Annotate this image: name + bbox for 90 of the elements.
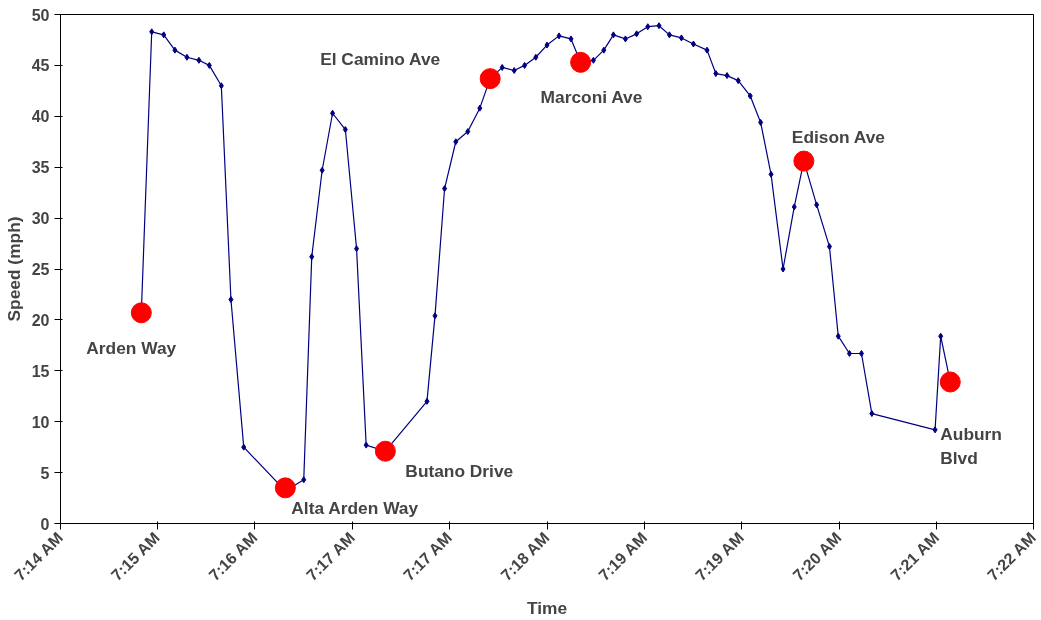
y-tick-label: 20 <box>31 311 50 329</box>
point <box>274 477 296 499</box>
point <box>645 23 651 31</box>
point <box>610 31 616 39</box>
point <box>622 35 628 43</box>
point <box>768 170 774 178</box>
y-tick-label: 0 <box>40 515 50 533</box>
point <box>826 243 832 251</box>
point <box>241 443 247 451</box>
point <box>479 68 501 90</box>
y-tick-label: 10 <box>31 413 50 431</box>
point <box>869 410 875 418</box>
point <box>735 77 741 85</box>
point <box>424 397 430 405</box>
point <box>938 332 944 340</box>
point <box>590 56 596 64</box>
point <box>522 61 528 69</box>
point <box>601 46 607 54</box>
point <box>704 46 710 54</box>
point <box>130 302 152 324</box>
point <box>465 128 471 136</box>
annotation: Edison Ave <box>791 127 886 148</box>
point <box>442 185 448 193</box>
point <box>363 441 369 449</box>
point <box>301 476 307 484</box>
point <box>161 31 167 39</box>
point <box>206 61 212 69</box>
y-tick-label: 25 <box>31 261 50 278</box>
point <box>342 126 348 134</box>
point <box>568 35 574 43</box>
y-tick-label: 5 <box>40 464 50 482</box>
annotation: El Camino Ave <box>320 48 441 69</box>
point <box>172 46 178 54</box>
point <box>690 40 696 48</box>
point <box>846 349 852 357</box>
point <box>319 166 325 174</box>
y-tick-label: 35 <box>31 159 50 177</box>
x-tick-label: 7:19 AM <box>595 528 651 584</box>
y-tick-label: 30 <box>31 210 50 228</box>
point <box>570 51 592 73</box>
annotation: Auburn Blvd <box>940 424 1002 468</box>
point <box>724 72 730 80</box>
y-tick-label: 50 <box>31 6 50 24</box>
point <box>793 150 815 172</box>
point <box>354 245 360 253</box>
point <box>309 253 315 261</box>
x-tick-label: 7:19 AM <box>692 528 748 584</box>
point <box>499 63 505 71</box>
point <box>780 265 786 273</box>
x-tick-label: 7:16 AM <box>205 528 261 584</box>
y-tick-label: 15 <box>31 362 50 380</box>
point <box>939 371 961 393</box>
point <box>556 32 562 40</box>
point <box>149 28 155 36</box>
annotation: Marconi Ave <box>540 87 643 108</box>
point <box>932 426 938 434</box>
point <box>713 70 719 78</box>
x-axis-title: Time <box>526 597 568 618</box>
point <box>814 201 820 209</box>
y-axis-title: Speed (mph) <box>3 216 24 322</box>
x-tick-label: 7:20 AM <box>789 528 845 584</box>
point <box>477 104 483 112</box>
point <box>228 296 234 304</box>
point <box>330 109 336 117</box>
point <box>218 82 224 90</box>
point <box>634 30 640 38</box>
point <box>544 41 550 49</box>
point <box>533 53 539 61</box>
x-tick-label: 7:18 AM <box>497 528 553 584</box>
x-tick-label: 7:21 AM <box>887 528 943 584</box>
point <box>747 92 753 100</box>
annotation: Arden Way <box>86 337 177 358</box>
point <box>858 349 864 357</box>
point <box>184 53 190 61</box>
point <box>432 312 438 320</box>
point <box>666 31 672 39</box>
annotation: Butano Drive <box>405 461 514 482</box>
y-tick-label: 45 <box>31 57 50 75</box>
point <box>196 56 202 64</box>
point <box>758 118 764 126</box>
point <box>791 203 797 211</box>
x-tick-label: 7:22 AM <box>984 528 1040 584</box>
point <box>678 34 684 42</box>
point <box>511 66 517 74</box>
annotation: Alta Arden Way <box>291 497 419 518</box>
point <box>656 22 662 30</box>
y-tick-label: 40 <box>31 108 50 126</box>
point <box>835 332 841 340</box>
point <box>374 440 396 462</box>
point <box>453 138 459 146</box>
